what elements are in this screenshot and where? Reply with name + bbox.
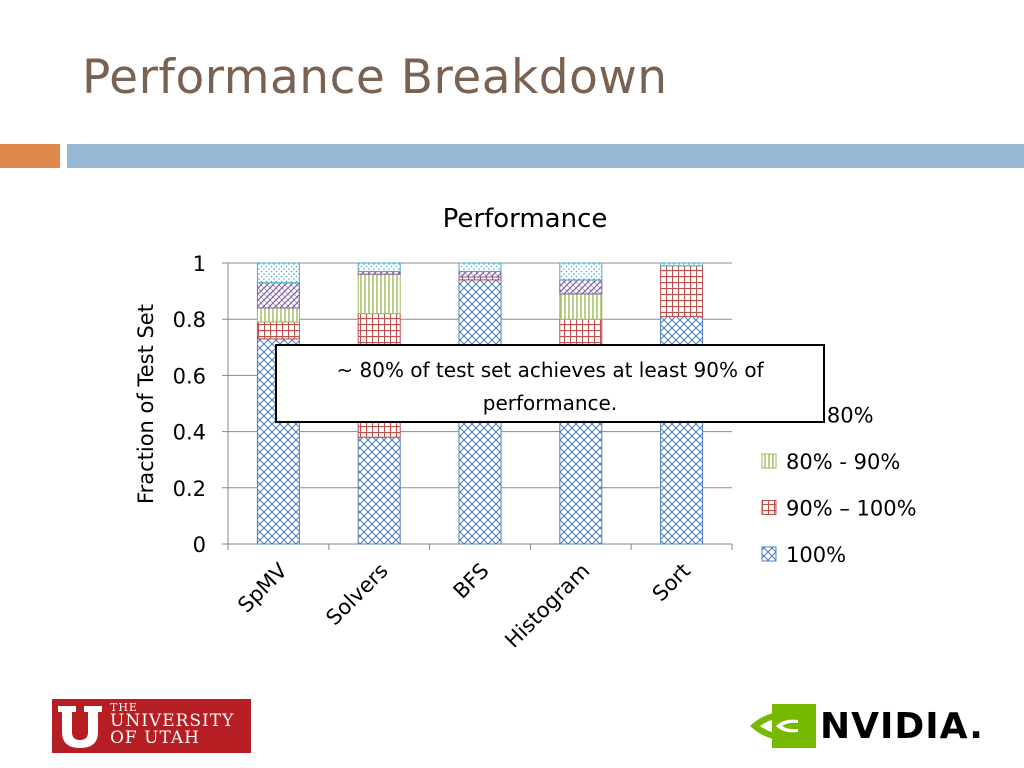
y-tick-label: 0.8 (173, 308, 206, 332)
legend-swatch (761, 500, 777, 515)
university-wordmark: THE UNIVERSITY OF UTAH (110, 701, 235, 748)
bar-segment (256, 262, 300, 284)
bar-segment (458, 270, 502, 278)
y-tick-label: 0 (193, 533, 206, 557)
legend-label: 100% (786, 543, 846, 567)
y-axis-label: Fraction of Test Set (134, 304, 158, 504)
bar-segment (357, 436, 401, 545)
bar-segment (256, 307, 300, 323)
y-tick-label: 0.2 (173, 477, 206, 501)
y-tick-label: 0.4 (173, 421, 206, 445)
legend-label: 80% - 90% (786, 450, 900, 474)
university-u-icon (58, 706, 102, 748)
nvidia-wordmark: NVIDIA. (820, 706, 984, 747)
x-tick-label: SpMV (233, 558, 292, 617)
legend-swatch (761, 453, 777, 469)
bar-segment (357, 262, 401, 272)
bar-segment (256, 321, 300, 340)
bar-segment (660, 262, 704, 267)
slide-title: Performance Breakdown (82, 50, 668, 105)
x-tick-label: Sort (648, 559, 695, 606)
bar-segment (256, 282, 300, 309)
accent-bar-orange (0, 144, 60, 168)
bar-segment (559, 279, 603, 295)
legend-label: 90% – 100% (786, 497, 917, 521)
nvidia-logo: NVIDIA. (750, 704, 983, 748)
university-of-utah-logo: THE UNIVERSITY OF UTAH (52, 699, 251, 753)
y-tick-label: 0.6 (173, 364, 206, 388)
bar-segment (458, 262, 502, 272)
bar-segment (660, 265, 704, 317)
x-tick-label: Histogram (500, 559, 594, 653)
accent-bar-blue (67, 144, 1024, 168)
x-tick-label: Solvers (321, 559, 392, 630)
chart-title: Performance (443, 204, 608, 234)
bar-segment (559, 293, 603, 320)
x-tick-label: BFS (449, 559, 494, 604)
callout-box: ~ 80% of test set achieves at least 90% … (275, 344, 825, 423)
nvidia-eye-icon (750, 704, 816, 748)
bar-segment (357, 273, 401, 315)
legend-swatch (761, 546, 777, 562)
bar-segment (559, 262, 603, 281)
y-tick-label: 1 (193, 252, 206, 276)
